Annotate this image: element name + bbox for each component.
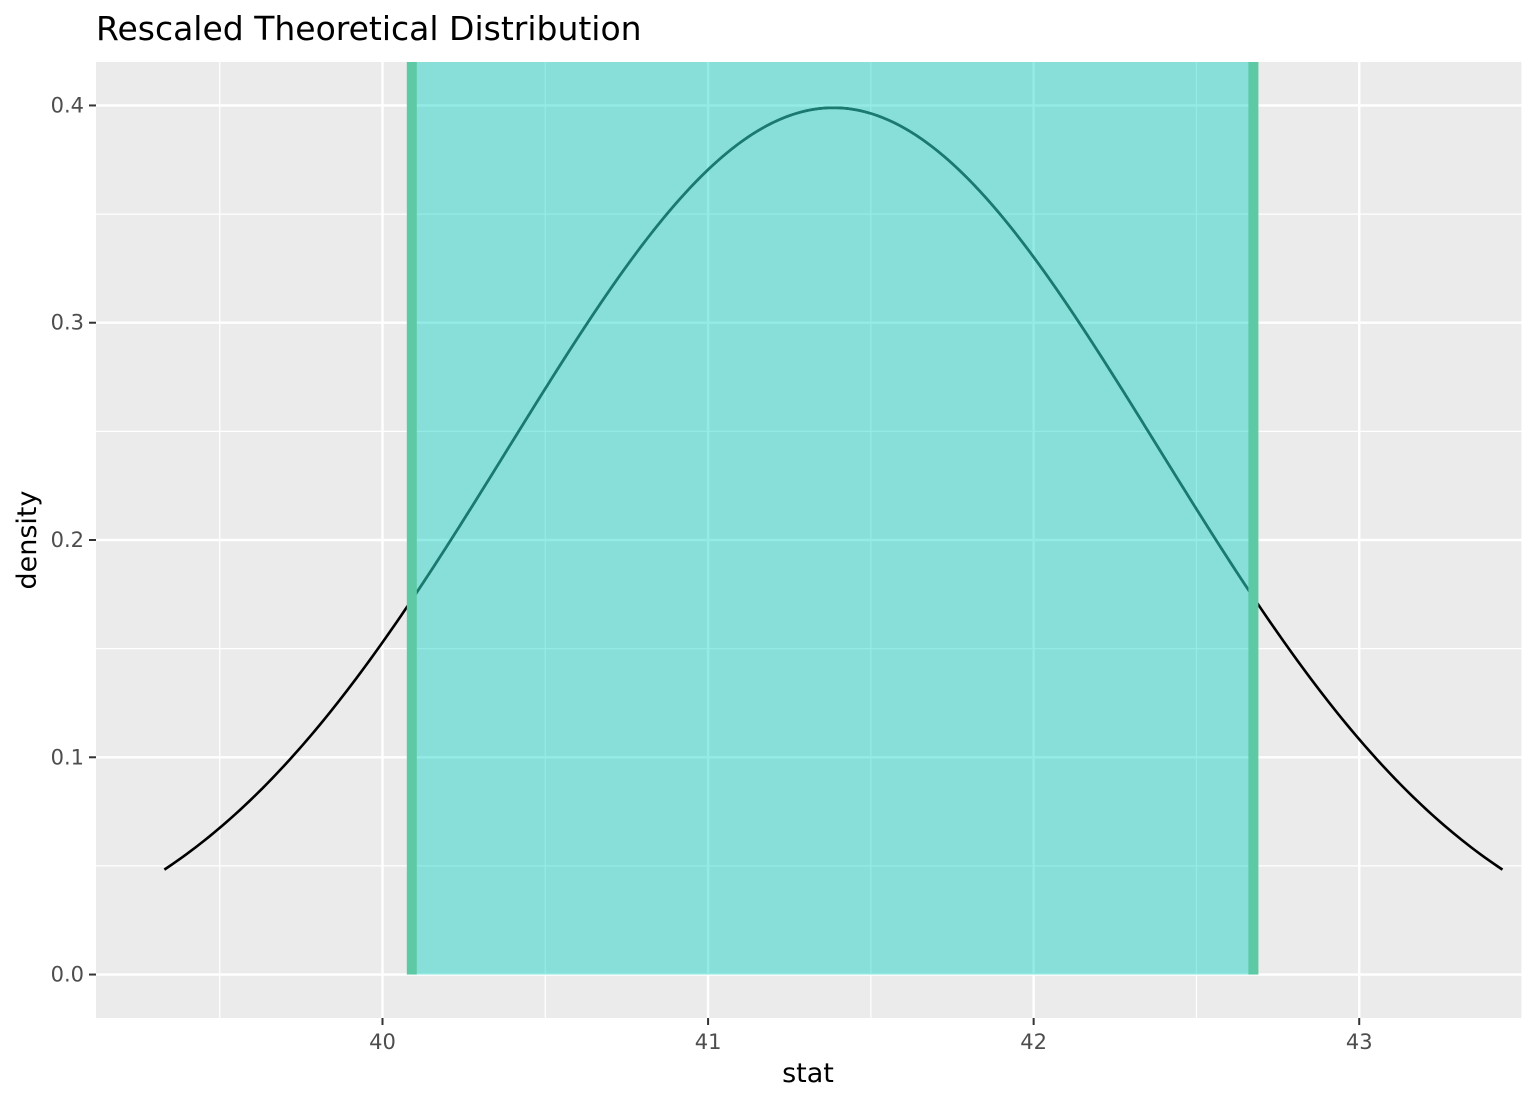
x-axis-ticks: 40 41 42 43 xyxy=(369,1018,1373,1054)
interval-lower-line xyxy=(406,62,417,975)
x-tick-label: 43 xyxy=(1346,1030,1373,1054)
x-tick-label: 42 xyxy=(1020,1030,1047,1054)
interval-upper-line xyxy=(1248,62,1259,975)
x-axis-label: stat xyxy=(782,1058,834,1089)
y-axis-ticks: 0.0 0.1 0.2 0.3 0.4 xyxy=(51,93,96,987)
grid-major xyxy=(96,62,1522,1018)
y-tick-label: 0.2 xyxy=(51,528,84,552)
y-tick-label: 0.0 xyxy=(51,963,84,987)
chart-title: Rescaled Theoretical Distribution xyxy=(96,9,642,48)
y-tick-label: 0.1 xyxy=(51,745,84,769)
density-curve-inside-interval xyxy=(410,106,1255,601)
y-tick-label: 0.3 xyxy=(51,311,84,335)
y-axis-label: density xyxy=(12,490,43,589)
x-tick-label: 40 xyxy=(369,1030,396,1054)
x-tick-label: 41 xyxy=(695,1030,722,1054)
y-tick-label: 0.4 xyxy=(51,93,84,117)
interval-band xyxy=(411,62,1254,975)
